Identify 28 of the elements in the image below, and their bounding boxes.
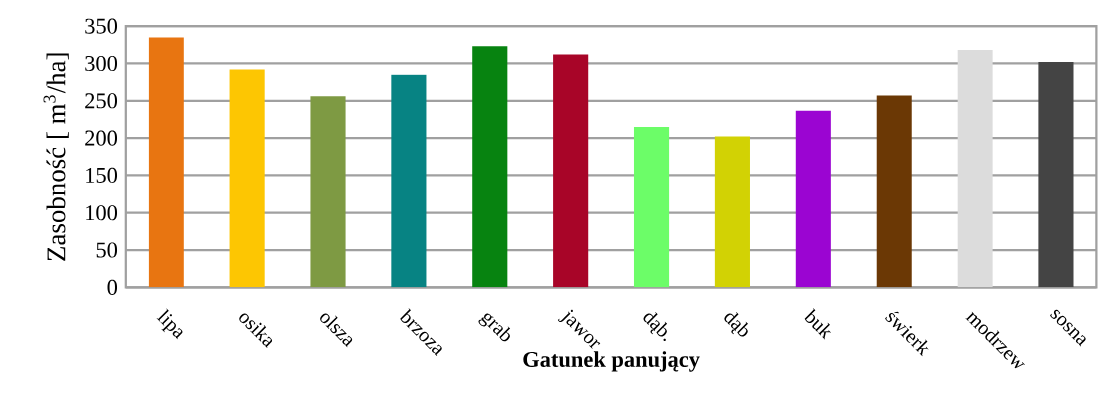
y-axis-title: Zasobność [ m$^{3}$/ha] [43,53,69,261]
bar [957,50,993,288]
y-tick-label: 250 [85,93,118,109]
x-tick-label: grab [478,313,511,342]
bar [714,136,750,288]
bar [229,69,265,288]
y-tick-label: 100 [86,205,118,221]
y-tick-label: 350 [85,18,118,34]
bar [633,127,670,288]
bar [472,46,508,288]
bar [148,37,184,288]
y-tick-label: 0 [107,279,118,296]
bar [1038,62,1074,288]
x-tick-label: dąb [724,312,748,337]
bar [876,95,912,288]
x-axis-title: Gatunek panujący [523,351,700,372]
x-tick-label: dąb. [643,312,668,342]
y-tick-label: 50 [96,242,118,258]
x-tick-label: lipa [156,308,183,340]
y-tick-label: 300 [85,56,118,72]
y-tick-label: 150 [86,168,118,184]
bar [553,54,589,288]
x-tick-label: olsza [320,313,353,348]
bar [795,110,831,288]
bar [391,74,427,288]
bar [310,96,346,288]
x-tick-label: buk [804,308,831,340]
y-tick-label: 200 [85,130,118,146]
